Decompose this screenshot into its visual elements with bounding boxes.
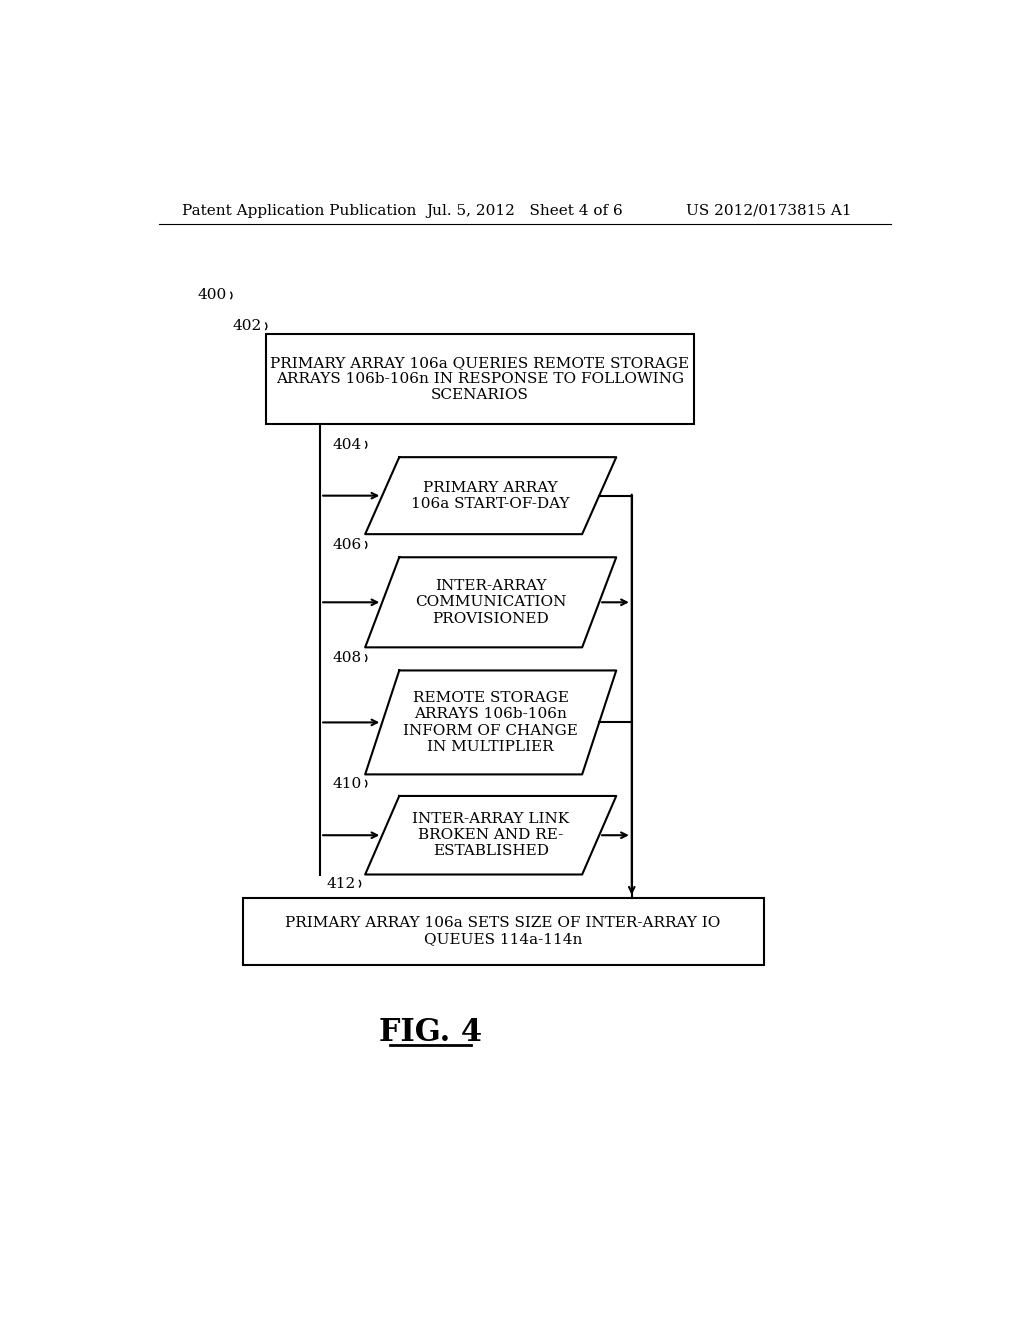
Text: REMOTE STORAGE
ARRAYS 106b-106n
INFORM OF CHANGE
IN MULTIPLIER: REMOTE STORAGE ARRAYS 106b-106n INFORM O… [403, 692, 579, 754]
Text: 408: 408 [333, 651, 361, 665]
Text: Jul. 5, 2012   Sheet 4 of 6: Jul. 5, 2012 Sheet 4 of 6 [426, 203, 624, 218]
Text: PRIMARY ARRAY 106a QUERIES REMOTE STORAGE
ARRAYS 106b-106n IN RESPONSE TO FOLLOW: PRIMARY ARRAY 106a QUERIES REMOTE STORAG… [270, 356, 689, 403]
Text: US 2012/0173815 A1: US 2012/0173815 A1 [686, 203, 852, 218]
Text: 404: 404 [333, 438, 361, 451]
Text: PRIMARY ARRAY 106a SETS SIZE OF INTER-ARRAY IO
QUEUES 114a-114n: PRIMARY ARRAY 106a SETS SIZE OF INTER-AR… [286, 916, 721, 946]
Text: 412: 412 [327, 876, 355, 891]
Text: PRIMARY ARRAY
106a START-OF-DAY: PRIMARY ARRAY 106a START-OF-DAY [412, 480, 570, 511]
Text: INTER-ARRAY
COMMUNICATION
PROVISIONED: INTER-ARRAY COMMUNICATION PROVISIONED [415, 579, 566, 626]
Text: 406: 406 [333, 539, 361, 552]
Bar [266, 334, 693, 424]
Text: INTER-ARRAY LINK
BROKEN AND RE-
ESTABLISHED: INTER-ARRAY LINK BROKEN AND RE- ESTABLIS… [412, 812, 569, 858]
Bar [243, 898, 764, 965]
Text: 402: 402 [232, 319, 262, 333]
Text: 400: 400 [198, 289, 227, 302]
Text: FIG. 4: FIG. 4 [379, 1016, 482, 1048]
Text: Patent Application Publication: Patent Application Publication [182, 203, 417, 218]
Text: 410: 410 [333, 776, 361, 791]
